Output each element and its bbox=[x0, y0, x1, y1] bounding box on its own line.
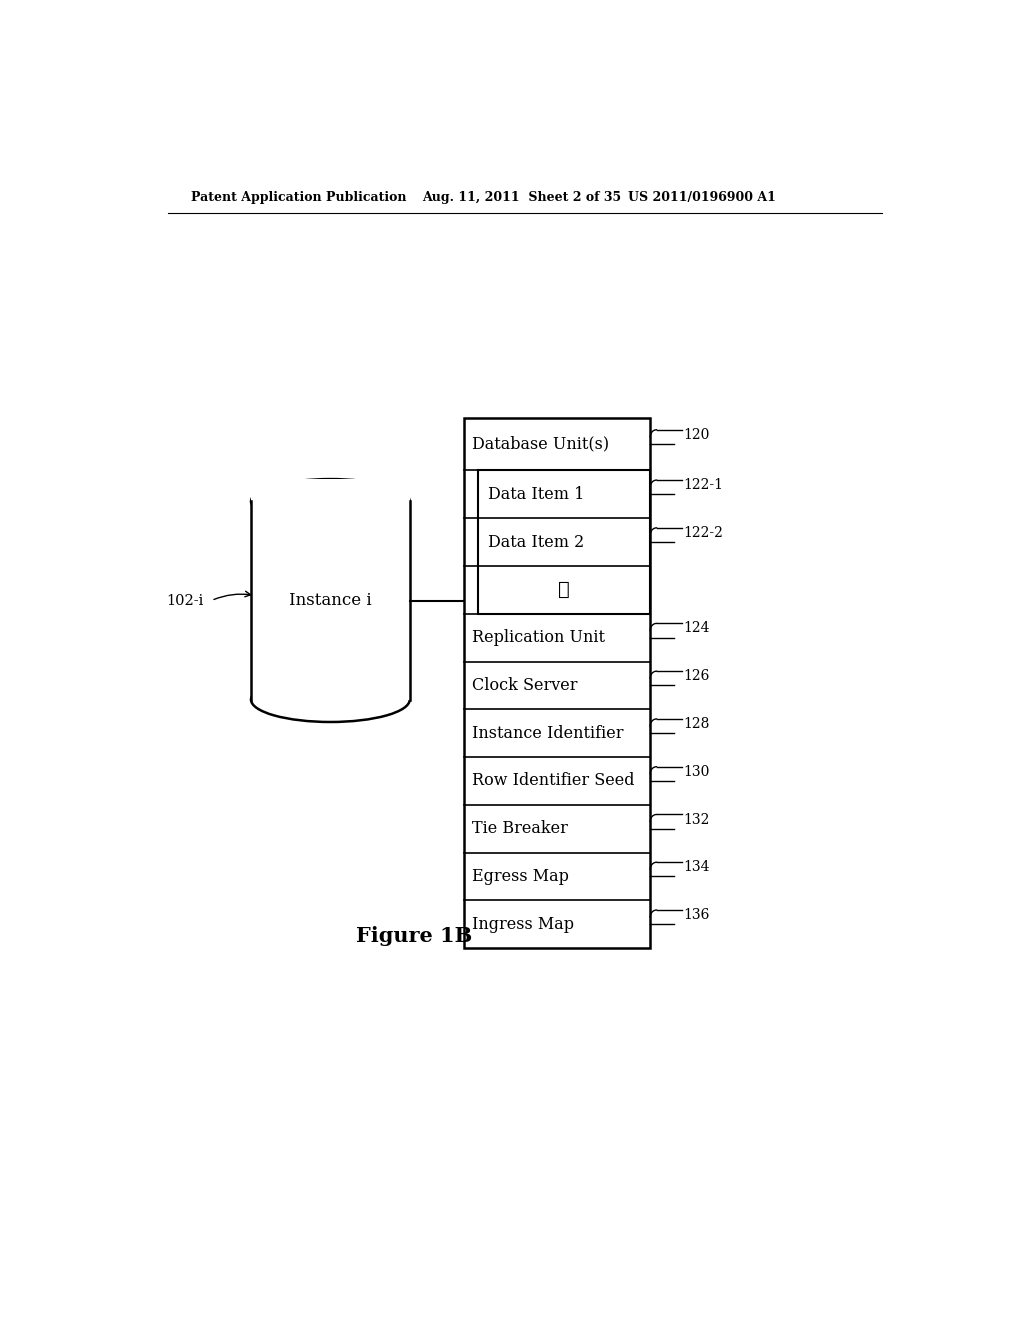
Text: Figure 1B: Figure 1B bbox=[355, 925, 472, 946]
Bar bbox=[251, 677, 410, 700]
Text: Replication Unit: Replication Unit bbox=[472, 630, 604, 645]
Text: Instance i: Instance i bbox=[289, 593, 372, 609]
Text: 132: 132 bbox=[684, 813, 710, 826]
Text: 130: 130 bbox=[684, 764, 710, 779]
Text: 134: 134 bbox=[684, 861, 710, 874]
Text: Ingress Map: Ingress Map bbox=[472, 916, 573, 933]
Text: 124: 124 bbox=[684, 622, 710, 635]
Text: Database Unit(s): Database Unit(s) bbox=[472, 436, 608, 453]
Text: US 2011/0196900 A1: US 2011/0196900 A1 bbox=[628, 190, 776, 203]
Bar bbox=[464, 417, 650, 948]
Text: 126: 126 bbox=[684, 669, 710, 684]
Bar bbox=[478, 470, 650, 614]
Bar bbox=[251, 479, 410, 502]
Text: Clock Server: Clock Server bbox=[472, 677, 578, 694]
Bar bbox=[251, 502, 410, 677]
Text: 120: 120 bbox=[684, 428, 710, 442]
Text: 128: 128 bbox=[684, 717, 710, 731]
Text: 122-2: 122-2 bbox=[684, 525, 723, 540]
Text: 102-i: 102-i bbox=[166, 594, 204, 607]
Text: 122-1: 122-1 bbox=[684, 478, 724, 492]
Text: Instance Identifier: Instance Identifier bbox=[472, 725, 624, 742]
Ellipse shape bbox=[251, 677, 410, 722]
Text: Tie Breaker: Tie Breaker bbox=[472, 820, 567, 837]
Ellipse shape bbox=[251, 479, 410, 524]
Bar bbox=[251, 502, 410, 700]
Text: Aug. 11, 2011  Sheet 2 of 35: Aug. 11, 2011 Sheet 2 of 35 bbox=[422, 190, 621, 203]
Text: Data Item 2: Data Item 2 bbox=[487, 533, 584, 550]
Text: Row Identifier Seed: Row Identifier Seed bbox=[472, 772, 634, 789]
Text: ⋮: ⋮ bbox=[558, 581, 570, 599]
Text: Patent Application Publication: Patent Application Publication bbox=[191, 190, 407, 203]
Text: 136: 136 bbox=[684, 908, 710, 923]
Text: Data Item 1: Data Item 1 bbox=[487, 486, 584, 503]
Text: Egress Map: Egress Map bbox=[472, 869, 568, 884]
